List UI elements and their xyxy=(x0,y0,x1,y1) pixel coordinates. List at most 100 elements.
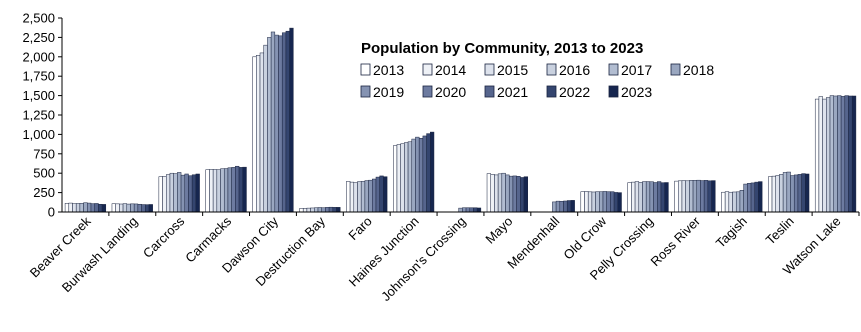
bar-2014 xyxy=(490,174,495,213)
bar-2016 xyxy=(638,182,643,213)
bar-2023 xyxy=(711,180,716,213)
legend-label: 2022 xyxy=(559,84,590,100)
bar-2016 xyxy=(779,174,784,213)
bar-2018 xyxy=(364,180,369,213)
bar-2023 xyxy=(383,176,388,213)
bar-2013 xyxy=(111,203,116,213)
bar-2015 xyxy=(72,203,77,213)
legend-item: 2013 xyxy=(360,62,404,78)
bar-2022 xyxy=(613,192,619,213)
bar-2023 xyxy=(289,27,294,213)
bar-2015 xyxy=(212,169,218,213)
bar-2020 xyxy=(653,182,658,213)
bar-2021 xyxy=(94,203,99,213)
legend-label: 2020 xyxy=(435,84,466,100)
bar-2019 xyxy=(133,203,139,213)
category-label: Tagish xyxy=(713,214,750,251)
bar-2016 xyxy=(826,97,831,213)
bar-2019 xyxy=(180,174,186,213)
bar-2019 xyxy=(790,175,795,213)
bar-2015 xyxy=(634,181,640,213)
bar-2022 xyxy=(285,30,290,213)
bar-2021 xyxy=(235,165,240,213)
bar-2023 xyxy=(101,204,107,213)
bar-2023 xyxy=(242,166,247,213)
bar-2013 xyxy=(580,191,585,213)
bar-2013 xyxy=(486,173,491,213)
bar-2018 xyxy=(83,202,88,213)
bar-2014 xyxy=(115,203,120,213)
category-label: Mayo xyxy=(482,214,515,247)
bar-2018 xyxy=(739,190,744,213)
bar-2017 xyxy=(689,180,694,213)
bar-2014 xyxy=(724,191,730,213)
bar-2022 xyxy=(379,175,384,213)
legend-item: 2020 xyxy=(422,84,466,100)
bar-2020 xyxy=(184,173,189,213)
bar-2014 xyxy=(631,181,636,213)
bar-2018 xyxy=(130,203,135,213)
bar-2022 xyxy=(332,207,337,213)
bar-2023 xyxy=(805,173,810,213)
bar-2023 xyxy=(851,95,857,213)
bar-2015 xyxy=(166,174,171,213)
legend-swatch xyxy=(546,63,557,76)
bar-2023 xyxy=(664,182,669,213)
bar-2017 xyxy=(642,181,647,213)
bar-2016 xyxy=(357,181,362,213)
legend-label: 2023 xyxy=(621,84,652,100)
bar-2023 xyxy=(148,204,153,213)
bar-2018 xyxy=(786,171,791,213)
bar-2013 xyxy=(674,180,679,213)
bar-2023 xyxy=(570,200,575,213)
bar-2020 xyxy=(606,191,611,213)
bar-2014 xyxy=(349,181,355,213)
bar-2020 xyxy=(700,180,705,213)
bar-2016 xyxy=(122,203,128,213)
bar-2019 xyxy=(321,207,326,213)
bar-2017 xyxy=(735,191,741,213)
bar-2014 xyxy=(162,176,167,213)
legend-swatch xyxy=(546,85,557,98)
bar-2022 xyxy=(848,95,853,213)
y-tick-label: 1,750 xyxy=(22,69,55,84)
bar-2019 xyxy=(555,200,561,213)
bar-2022 xyxy=(98,203,103,213)
bar-2018 xyxy=(692,180,698,213)
legend-swatch xyxy=(360,85,371,98)
bar-2021 xyxy=(797,174,802,213)
legend-label: 2021 xyxy=(497,84,528,100)
legend-swatch xyxy=(484,85,495,98)
bar-2019 xyxy=(743,183,748,213)
bar-2017 xyxy=(360,181,366,213)
bar-2015 xyxy=(494,174,499,213)
chart-title: Population by Community, 2013 to 2023 xyxy=(361,40,643,57)
bar-2021 xyxy=(750,182,755,213)
bar-2019 xyxy=(368,179,373,213)
y-tick-label: 1,000 xyxy=(22,127,55,142)
bar-2016 xyxy=(404,142,409,213)
bar-2017 xyxy=(267,37,272,213)
legend-label: 2019 xyxy=(373,84,404,100)
bar-2019 xyxy=(602,191,607,213)
bar-2014 xyxy=(584,191,589,213)
category-label: Faro xyxy=(345,214,375,244)
y-tick-label: 2,250 xyxy=(22,30,55,45)
bar-2021 xyxy=(375,176,380,213)
bar-2013 xyxy=(393,145,398,213)
bar-2017 xyxy=(595,191,600,213)
bar-2020 xyxy=(278,35,283,213)
bar-2019 xyxy=(837,95,842,213)
bar-2018 xyxy=(645,181,651,213)
bar-2020 xyxy=(137,203,142,213)
bar-2014 xyxy=(68,202,73,213)
legend-item: 2015 xyxy=(484,62,528,78)
legend-label: 2018 xyxy=(683,62,714,78)
bar-2021 xyxy=(563,200,568,213)
bar-2013 xyxy=(64,203,70,213)
bar-2016 xyxy=(216,169,221,213)
bar-2015 xyxy=(822,98,827,213)
